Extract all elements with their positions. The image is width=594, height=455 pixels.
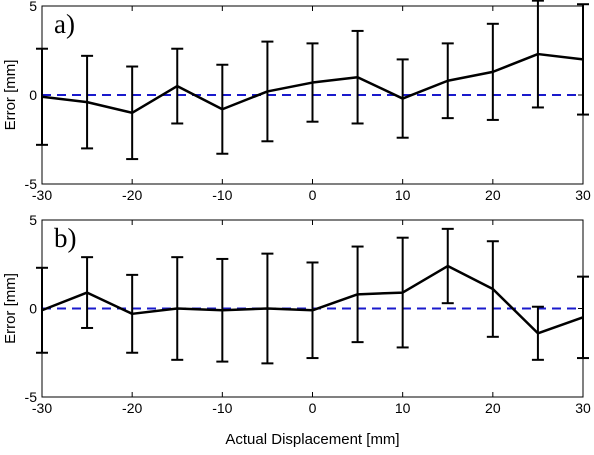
y-tick-label: 5 (29, 0, 37, 14)
x-tick-label: 20 (485, 400, 501, 416)
x-tick-label: -10 (212, 187, 232, 203)
x-axis-label: Actual Displacement [mm] (225, 431, 399, 448)
error-mean-line (41, 52, 584, 115)
x-tick-label: -10 (212, 400, 232, 416)
panel-label: b) (54, 223, 77, 253)
x-tick-label: 20 (485, 187, 501, 203)
y-axis-label: Error [mm] (2, 273, 19, 344)
x-tick-label: -30 (32, 400, 52, 416)
y-axis-label: Error [mm] (2, 60, 19, 131)
y-tick-label: 0 (29, 301, 37, 317)
y-tick-label: -5 (25, 389, 38, 405)
panel-a: -30 -20 -10 0 10 20 30 -5 0 5 a) Error [mm] (2, 0, 591, 203)
x-tick-label: 30 (575, 187, 591, 203)
x-tick-label: -20 (122, 187, 142, 203)
y-tick-label: -5 (25, 176, 38, 192)
y-tick-label: 5 (29, 212, 37, 228)
x-tick-label: 30 (575, 400, 591, 416)
x-tick-label: -30 (32, 187, 52, 203)
x-tick-label: -20 (122, 400, 142, 416)
y-tick-label: 0 (29, 87, 37, 103)
error-mean-line (41, 264, 584, 335)
x-tick-label: 0 (309, 400, 317, 416)
panel-b: -30 -20 -10 0 10 20 30 -5 0 5 b) Error [mm] Actual D… (2, 212, 591, 448)
x-tick-label: 10 (395, 400, 411, 416)
panel-label: a) (54, 9, 75, 39)
x-tick-label: 10 (395, 187, 411, 203)
x-tick-label: 0 (309, 187, 317, 203)
